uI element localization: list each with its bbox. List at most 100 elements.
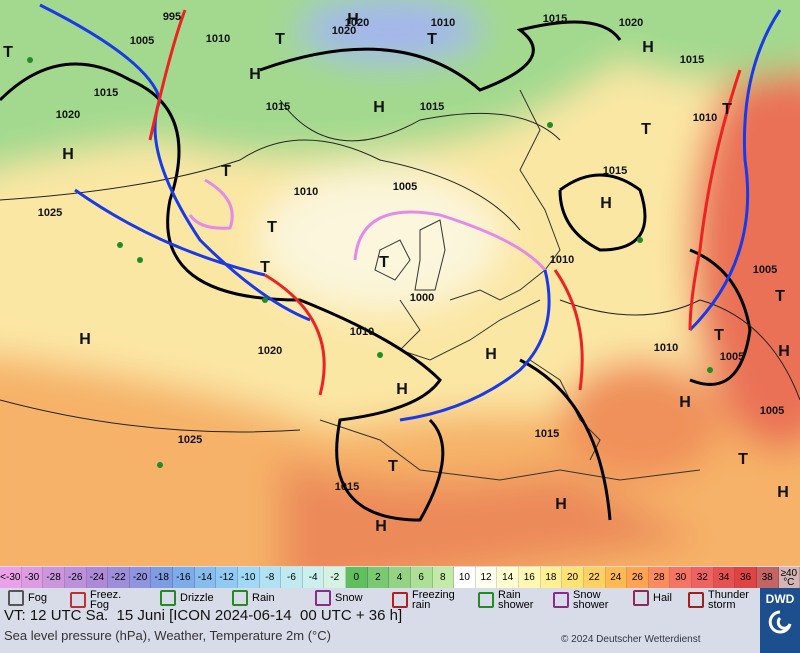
scale-label: 38 [761, 572, 773, 583]
scale-label: -26 [67, 572, 83, 583]
scale-cell: 26 [627, 567, 649, 588]
scale-cell: -10 [237, 567, 260, 588]
weather-icon [160, 590, 176, 606]
scale-cell: 34 [713, 567, 736, 588]
pressure-center: T [738, 451, 748, 468]
isobar-label: 1015 [94, 87, 118, 99]
scale-label: 34 [718, 572, 730, 583]
pressure-center: H [777, 484, 789, 501]
isobar-label: 1015 [266, 101, 290, 113]
scale-label: -20 [132, 572, 148, 583]
scale-cell: 30 [670, 567, 692, 588]
weather-symbols [27, 57, 713, 468]
scale-cell: 16 [519, 567, 541, 588]
isobar-label: 1015 [420, 101, 444, 113]
weather-icon [478, 592, 494, 608]
weather-label: Freezing rain [412, 589, 455, 611]
scale-label: 26 [631, 572, 643, 583]
isobar-label: 1010 [294, 186, 318, 198]
weather-item: Thunder storm [688, 589, 768, 611]
weather-label: Snow shower [573, 589, 609, 611]
scale-cell: -24 [86, 567, 109, 588]
scale-label: -22 [111, 572, 126, 583]
scale-cell: -14 [194, 567, 217, 588]
pressure-center: H [778, 343, 790, 360]
scale-label: -28 [46, 572, 61, 583]
isobar-label: 1000 [410, 292, 434, 304]
scale-cell: 10 [454, 567, 476, 588]
scale-label: 10 [458, 572, 470, 583]
weather-item: Freezing rain [392, 589, 464, 611]
scale-label: 32 [696, 572, 708, 583]
scale-cell: 22 [583, 567, 606, 588]
weather-label: Rain [252, 592, 275, 604]
logo-text: DWD [765, 592, 795, 606]
description: Sea level pressure (hPa), Weather, Tempe… [4, 628, 331, 643]
weather-icon [633, 590, 649, 606]
pressure-center: H [79, 331, 91, 348]
scale-label: -24 [89, 572, 105, 583]
pressure-center: H [373, 99, 385, 116]
weather-icon [553, 592, 569, 608]
scale-cell: -30 [21, 567, 44, 588]
isobar-label: 1020 [345, 17, 369, 29]
scale-cell: -16 [173, 567, 195, 588]
scale-label: <-30 [0, 572, 21, 583]
isobar-label: 1020 [56, 109, 80, 121]
scale-cell: -2 [324, 567, 346, 588]
pressure-center: H [375, 518, 387, 535]
scale-cell: -20 [129, 567, 152, 588]
scale-label: 16 [523, 572, 535, 583]
scale-label: 36 [740, 572, 752, 583]
temperature-field [0, 0, 800, 566]
isobar-label: 1025 [38, 207, 62, 219]
weather-item: Hail [633, 590, 693, 606]
pressure-center: H [600, 195, 612, 212]
scale-cell: -4 [302, 567, 325, 588]
isobar-label: 1015 [603, 165, 627, 177]
isobar-label: 1005 [760, 405, 784, 417]
weather-item: Freez. Fog [70, 590, 130, 611]
isobar-label: 1020 [619, 17, 643, 29]
pressure-center: H [679, 394, 691, 411]
scale-label: 20 [567, 572, 579, 583]
pressure-center: T [388, 458, 398, 475]
weather-label: Thunder storm [708, 589, 749, 611]
scale-label: -8 [265, 572, 275, 583]
coastlines [319, 89, 701, 481]
pressure-center: H [485, 346, 497, 363]
scale-label: 4 [396, 572, 403, 583]
scale-cell: 12 [475, 567, 498, 588]
scale-cell: 38 [756, 567, 779, 588]
pressure-center: H [555, 496, 567, 513]
pressure-center: T [260, 259, 270, 276]
weather-label: Fog [28, 592, 47, 604]
isobar-label: 1020 [332, 25, 356, 37]
scale-cell: 24 [605, 567, 628, 588]
isobar-label: 1010 [654, 342, 678, 354]
isobar-label: 1025 [178, 434, 202, 446]
scale-cell: -8 [259, 567, 282, 588]
scale-label: 12 [480, 572, 492, 583]
weather-item: Drizzle [160, 590, 240, 606]
scale-label: -4 [308, 572, 318, 583]
scale-label: -14 [197, 572, 213, 583]
dwd-logo: DWD [760, 588, 800, 653]
weather-icon [315, 590, 331, 606]
weather-icon [688, 592, 704, 608]
scale-label: 18 [545, 572, 557, 583]
pressure-center: H [347, 11, 359, 28]
weather-icon [232, 590, 248, 606]
scale-label: -2 [330, 572, 340, 583]
valid-time: VT: 12 UTC Sa. 15 Juni [ICON 2024-06-14 … [4, 607, 403, 624]
isobar-label: 1005 [720, 351, 744, 363]
pressure-center: T [221, 163, 231, 180]
weather-item: Fog [8, 590, 68, 606]
isobar-label: 1010 [693, 112, 717, 124]
scale-label: 8 [440, 572, 446, 583]
scale-cell: 28 [648, 567, 671, 588]
scale-label: 14 [502, 572, 514, 583]
pressure-center: T [722, 101, 732, 118]
scale-cell: 36 [735, 567, 757, 588]
